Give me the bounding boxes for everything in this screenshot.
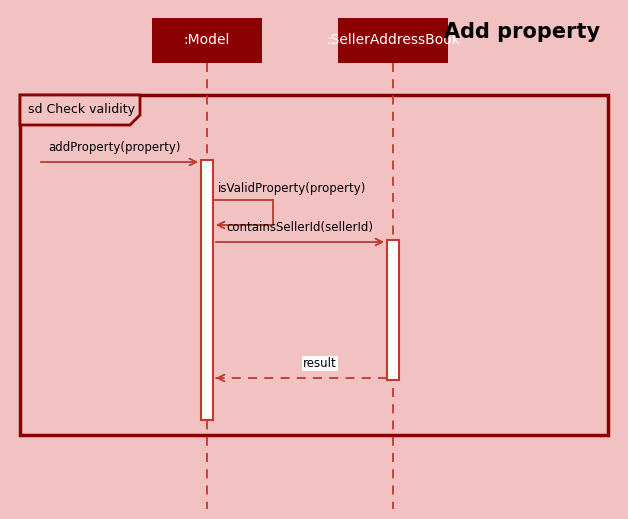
Bar: [152, 18, 262, 63]
Text: Add property: Add property: [444, 22, 600, 42]
Text: containsSellerId(sellerId): containsSellerId(sellerId): [227, 221, 374, 234]
Text: :SellerAddressBook: :SellerAddressBook: [326, 34, 460, 48]
Bar: [201, 160, 213, 420]
Text: result: result: [303, 357, 337, 370]
Text: addProperty(property): addProperty(property): [48, 141, 181, 154]
Bar: [338, 18, 448, 63]
Bar: [20, 95, 608, 435]
Text: isValidProperty(property): isValidProperty(property): [218, 182, 366, 195]
Bar: [387, 240, 399, 380]
Text: sd Check validity: sd Check validity: [28, 103, 135, 116]
Text: :Model: :Model: [184, 34, 230, 48]
Polygon shape: [20, 95, 140, 125]
